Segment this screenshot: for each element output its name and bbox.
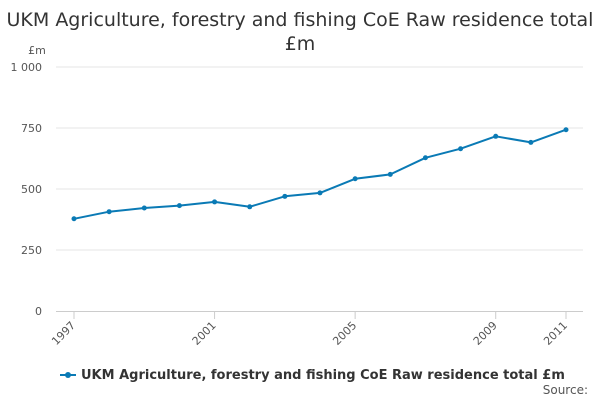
data-point xyxy=(458,146,464,152)
x-tick-label: 2005 xyxy=(330,319,359,348)
data-point xyxy=(317,190,323,196)
data-point xyxy=(563,127,569,133)
y-axis-label: £m xyxy=(28,44,46,57)
legend-marker xyxy=(65,372,71,378)
data-point xyxy=(493,133,499,139)
y-tick-label: 1 000 xyxy=(11,61,43,74)
series-layer xyxy=(71,127,569,222)
y-tick-label: 0 xyxy=(35,305,42,318)
x-tick-label: 1997 xyxy=(49,319,78,348)
legend-line-icon xyxy=(60,369,76,381)
y-tick-label: 250 xyxy=(21,244,42,257)
data-point xyxy=(422,155,428,161)
x-tick-label: 2009 xyxy=(471,319,500,348)
legend[interactable]: UKM Agriculture, forestry and fishing Co… xyxy=(60,366,565,384)
data-point xyxy=(247,204,253,210)
y-tick-label: 500 xyxy=(21,183,42,196)
chart-title: UKM Agriculture, forestry and fishing Co… xyxy=(6,9,594,55)
source-label: Source: xyxy=(542,383,588,397)
data-point xyxy=(387,171,393,177)
x-tick-label: 2001 xyxy=(190,319,219,348)
data-point xyxy=(141,205,147,211)
data-point xyxy=(106,209,112,215)
data-point xyxy=(282,193,288,199)
x-tick-label: 2011 xyxy=(541,319,570,348)
data-point xyxy=(212,199,218,205)
data-point xyxy=(528,139,534,145)
data-point xyxy=(352,176,358,182)
series-line xyxy=(73,128,567,220)
data-point xyxy=(176,203,182,209)
data-point xyxy=(71,216,77,222)
legend-label: UKM Agriculture, forestry and fishing Co… xyxy=(81,367,565,383)
y-tick-label: 750 xyxy=(21,122,42,135)
grid-lines xyxy=(56,66,583,251)
